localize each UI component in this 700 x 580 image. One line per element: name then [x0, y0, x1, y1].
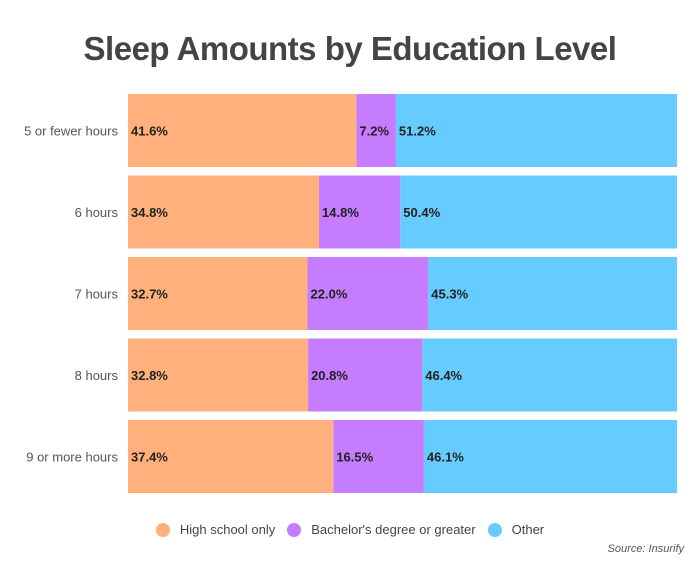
data-label: 34.8% [131, 205, 168, 220]
bar-segment [333, 420, 424, 493]
data-label: 22.0% [311, 287, 348, 302]
data-label: 16.5% [336, 450, 373, 465]
source-note: Source: Insurify [607, 543, 684, 555]
legend: High school only Bachelor's degree or gre… [0, 522, 700, 537]
category-label: 8 hours [75, 368, 119, 383]
bar-segment [423, 420, 677, 493]
data-label: 45.3% [431, 287, 468, 302]
data-label: 32.8% [131, 368, 168, 383]
category-label: 7 hours [75, 287, 119, 302]
legend-label: Other [511, 522, 545, 537]
data-label: 32.7% [131, 287, 168, 302]
bar-segment [128, 338, 309, 412]
data-label: 41.6% [131, 124, 168, 139]
data-label: 14.8% [322, 205, 359, 220]
data-label: 46.1% [427, 450, 464, 465]
data-label: 37.4% [131, 450, 168, 465]
chart-title: Sleep Amounts by Education Level [83, 30, 617, 67]
bar-segment [395, 94, 677, 167]
bar-segment [128, 257, 308, 330]
bar-segment [356, 94, 396, 167]
legend-swatch [287, 522, 302, 537]
bar-segment [428, 257, 677, 330]
data-label: 50.4% [403, 205, 440, 220]
category-label: 9 or more hours [26, 450, 118, 465]
legend-swatch [155, 522, 170, 537]
data-label: 51.2% [399, 124, 436, 139]
category-label: 6 hours [75, 205, 119, 220]
bar-segment [128, 94, 357, 167]
category-label: 5 or fewer hours [24, 124, 118, 139]
bar-segment [400, 175, 677, 249]
legend-label: High school only [179, 522, 276, 537]
legend-item: High school only [155, 522, 276, 537]
bar-segment [308, 338, 423, 412]
legend-label: Bachelor's degree or greater [311, 522, 476, 537]
legend-swatch [487, 522, 502, 537]
bar-segment [422, 338, 677, 412]
data-label: 46.4% [425, 368, 462, 383]
bar-segment [128, 175, 320, 249]
legend-item: Other [487, 522, 545, 537]
bar-segment [128, 420, 334, 493]
bar-segment [307, 257, 429, 330]
data-label: 20.8% [311, 368, 348, 383]
legend-item: Bachelor's degree or greater [287, 522, 476, 537]
data-label: 7.2% [359, 124, 389, 139]
bar-segment [319, 175, 401, 249]
